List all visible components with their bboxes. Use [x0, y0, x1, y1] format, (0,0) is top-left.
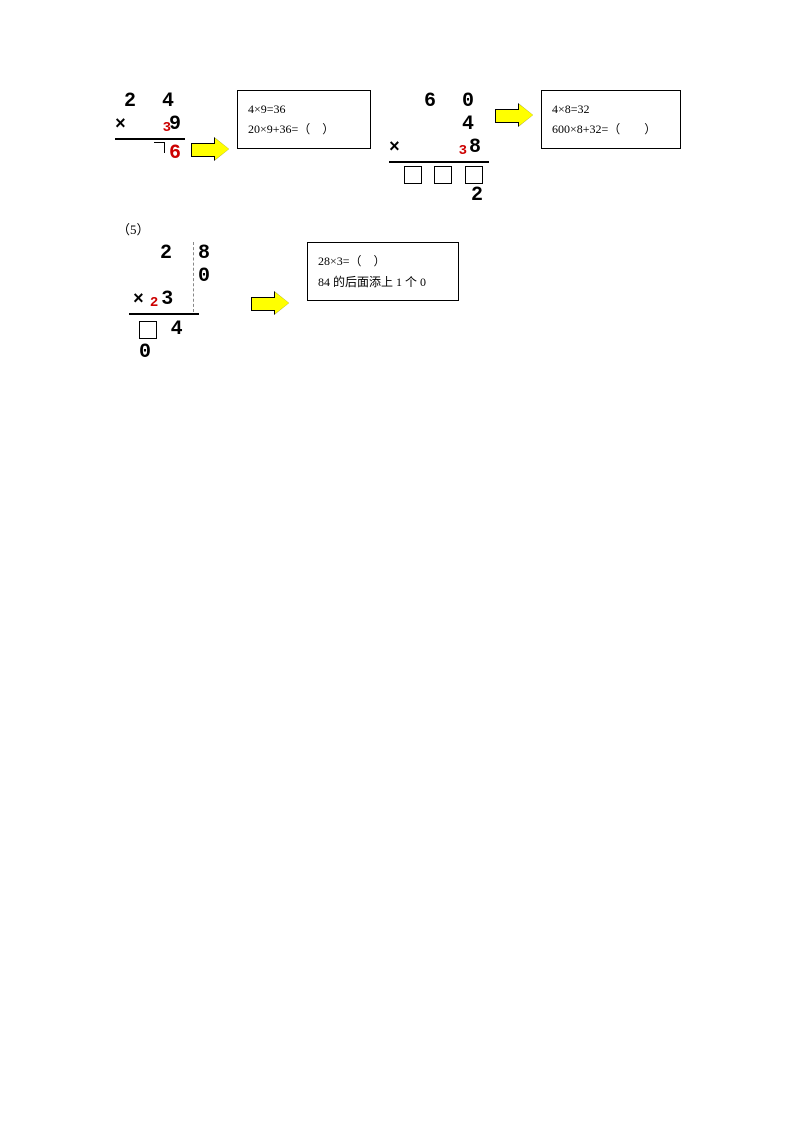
p1-mult: ×: [115, 115, 126, 135]
arrow-1: [191, 138, 231, 160]
p3-dashline: [193, 242, 194, 312]
p3-multiplier: 3: [161, 288, 173, 311]
p2-expl2: 600×8+32=（ ）: [552, 119, 670, 139]
p1-top: 2 4: [115, 90, 185, 113]
row-2: 2 8 0 × 2 3 4 0 28×3=（ ） 84 的: [115, 242, 685, 364]
p1-expl1: 4×9=36: [248, 99, 360, 119]
p2-box1: [404, 166, 422, 184]
p2-result-last: 2: [471, 184, 483, 207]
p3-box: [139, 321, 157, 339]
expl-1: 4×9=36 20×9+36=（ ）: [237, 90, 371, 149]
arrow-2: [495, 104, 535, 126]
p3-expl1: 28×3=（ ）: [318, 251, 448, 271]
p2-box2: [434, 166, 452, 184]
p3-expl2: 84 的后面添上 1 个 0: [318, 272, 448, 292]
expl-2: 4×8=32 600×8+32=（ ）: [541, 90, 681, 149]
p1-result: 6: [169, 142, 181, 165]
p2-expl1: 4×8=32: [552, 99, 670, 119]
arrow-3: [251, 292, 291, 314]
p2-top: 6 0 4: [389, 90, 489, 136]
p2-mult: ×: [389, 138, 400, 158]
p3-mult: ×: [133, 290, 144, 310]
calc-2: 6 0 4 × 3 8 2: [389, 90, 489, 207]
p2-box3: [465, 166, 483, 184]
calc-3: 2 8 0 × 2 3 4 0: [125, 242, 225, 364]
p2-multiplier: 8: [469, 136, 481, 159]
p3-top: 2 8 0: [125, 242, 225, 288]
row-1: 2 4 × 3 9 6 4×9=36 20×9+36=（ ）: [115, 90, 685, 207]
label-5: （5）: [117, 219, 685, 238]
expl-3: 28×3=（ ） 84 的后面添上 1 个 0: [307, 242, 459, 301]
p3-carry: 2: [150, 295, 158, 311]
calc-1: 2 4 × 3 9 6: [115, 90, 185, 162]
p1-expl2: 20×9+36=（ ）: [248, 119, 360, 139]
p1-carry: 3: [163, 120, 171, 136]
p2-carry: 3: [459, 143, 467, 159]
